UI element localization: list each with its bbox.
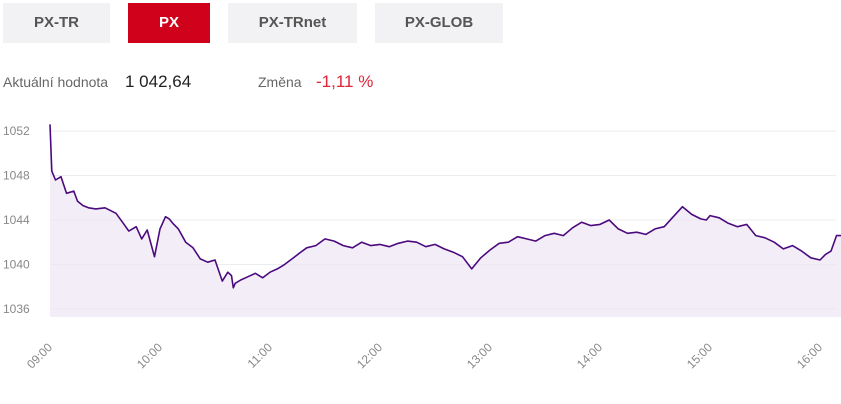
index-tabs: PX-TR PX PX-TRnet PX-GLOB — [3, 3, 521, 43]
current-value: 1 042,64 — [125, 72, 192, 91]
price-line — [49, 124, 841, 289]
y-tick-label: 1036 — [3, 302, 30, 316]
change-value: -1,11 % — [316, 72, 374, 91]
x-tick-label: 13:00 — [464, 340, 495, 371]
x-tick-label: 11:00 — [245, 340, 276, 371]
y-tick-label: 1044 — [3, 213, 30, 227]
x-tick-label: 10:00 — [134, 340, 165, 371]
price-chart: 1036 1040 1044 1048 1052 09:00 10:00 11:00 12:0… — [3, 124, 841, 371]
x-tick-label: 12:00 — [354, 340, 385, 371]
x-tick-label: 14:00 — [574, 340, 605, 371]
y-tick-label: 1052 — [3, 124, 30, 138]
x-tick-label: 16:00 — [794, 340, 825, 371]
y-tick-label: 1048 — [3, 169, 30, 183]
current-value-label: Aktuální hodnota — [3, 74, 109, 90]
x-tick-label: 09:00 — [24, 340, 55, 371]
tab-px-glob[interactable]: PX-GLOB — [375, 3, 503, 43]
tab-px-trnet[interactable]: PX-TRnet — [228, 3, 357, 43]
y-tick-label: 1040 — [3, 257, 30, 271]
tab-px-tr[interactable]: PX-TR — [3, 3, 110, 43]
y-axis-ticks: 1036 1040 1044 1048 1052 — [3, 124, 30, 316]
x-tick-label: 15:00 — [684, 340, 715, 371]
x-axis-ticks: 09:00 10:00 11:00 12:00 13:00 14:00 15:00 16:00 — [24, 340, 825, 371]
change-label: Změna — [258, 74, 302, 90]
tab-px[interactable]: PX — [128, 3, 210, 43]
price-area — [50, 124, 841, 317]
